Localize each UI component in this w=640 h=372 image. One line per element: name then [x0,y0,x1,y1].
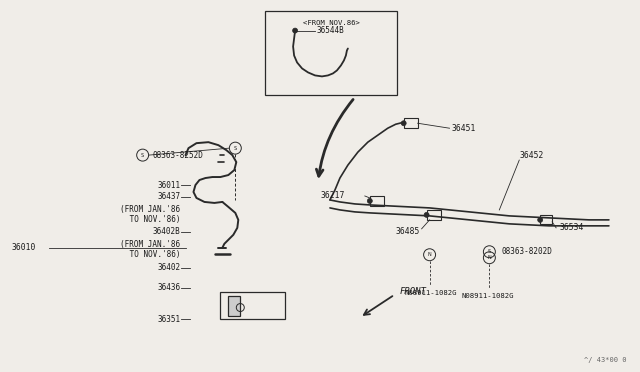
Text: 36402B: 36402B [153,227,180,236]
Text: ^/ 43*00 0: ^/ 43*00 0 [584,357,627,363]
Bar [404,118,418,128]
Text: S: S [488,249,491,254]
Text: 36485: 36485 [396,227,420,236]
Text: 36217: 36217 [321,192,345,201]
Text: (FROM JAN.'86: (FROM JAN.'86 [120,240,180,249]
Text: FRONT: FRONT [400,287,427,296]
Circle shape [424,212,429,217]
Bar [228,296,240,315]
Text: 36451: 36451 [451,124,476,133]
Bar [220,292,285,320]
Text: N08911-1082G: N08911-1082G [404,289,457,296]
Bar [540,215,552,224]
Bar [265,11,397,95]
Bar [370,196,384,206]
Text: 36402: 36402 [157,263,180,272]
Text: 36544B: 36544B [316,26,344,35]
Text: TO NOV.'86): TO NOV.'86) [125,250,180,259]
Circle shape [538,217,543,222]
Text: N: N [428,252,431,257]
Text: <FROM NOV.86>: <FROM NOV.86> [303,20,360,26]
Text: 08363-8252D: 08363-8252D [152,151,204,160]
Text: 36452: 36452 [519,151,543,160]
Text: 08363-8202D: 08363-8202D [501,247,552,256]
Circle shape [367,198,372,203]
Text: 36534: 36534 [559,223,584,232]
Text: 36011: 36011 [157,180,180,189]
Text: N08911-1082G: N08911-1082G [461,293,514,299]
Text: (FROM JAN.'86: (FROM JAN.'86 [120,205,180,214]
Text: N: N [488,255,492,260]
Bar [427,210,440,220]
Circle shape [292,28,298,33]
Text: S: S [141,153,144,158]
Text: 36437: 36437 [157,192,180,202]
Text: 36436: 36436 [157,283,180,292]
Text: 36351: 36351 [157,315,180,324]
Text: TO NOV.'86): TO NOV.'86) [125,215,180,224]
Text: S: S [234,146,237,151]
Circle shape [401,121,406,126]
Text: 36010: 36010 [11,243,36,252]
